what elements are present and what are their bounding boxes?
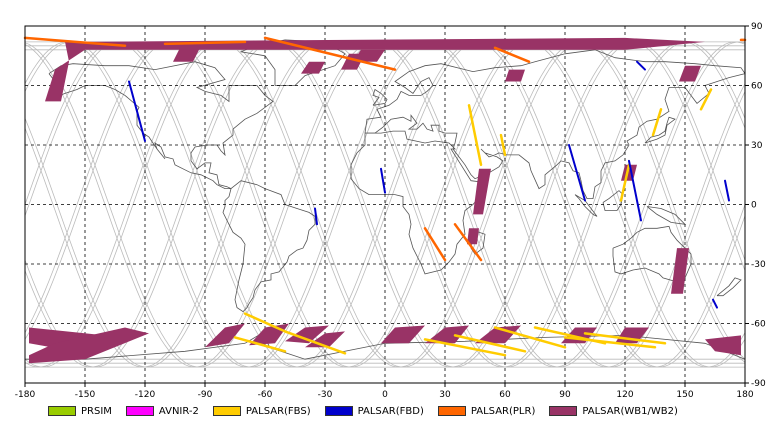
legend-item-avnir2: AVNIR-2	[125, 405, 199, 417]
fbs-strip	[619, 163, 631, 202]
legend-swatch-palsar-plr	[437, 406, 466, 416]
coastline	[222, 180, 316, 313]
legend-label-palsar-fbs: PALSAR(FBS)	[245, 405, 311, 417]
legend-swatch-palsar-wb	[549, 406, 578, 416]
x-tick-label: -90	[198, 390, 213, 400]
x-tick-label: 0	[382, 390, 388, 400]
y-tick-label: 60	[751, 82, 763, 92]
wb-swath	[705, 335, 741, 356]
wb-swath	[205, 323, 245, 348]
fbs-strip	[453, 334, 527, 353]
x-tick-label: -150	[75, 390, 96, 400]
coastline	[612, 225, 692, 283]
fbd-strip	[128, 80, 146, 142]
coastline	[716, 277, 742, 297]
legend-swatch-prsim	[48, 406, 76, 416]
plr-strip	[453, 223, 483, 262]
fbs-strip	[467, 104, 483, 167]
legend-item-palsar-plr: PALSAR(PLR)	[437, 405, 536, 417]
legend-label-prsim: PRSIM	[81, 405, 112, 417]
fbs-strip	[283, 330, 347, 355]
coastline	[350, 130, 488, 275]
legend-label-palsar-plr: PALSAR(PLR)	[470, 405, 536, 417]
fbs-strip	[699, 88, 713, 111]
legend-label-palsar-wb: PALSAR(WB1/WB2)	[582, 405, 678, 417]
wb-swath	[671, 248, 689, 294]
gridlines	[25, 26, 745, 383]
plr-strip	[23, 36, 127, 48]
fbd-strip	[314, 207, 318, 226]
y-axis-ticks: -90 -60 -30 0 30 60 90	[745, 22, 766, 389]
x-tick-label: 120	[616, 390, 633, 400]
x-tick-label: 180	[736, 390, 753, 400]
wb-swath	[679, 65, 701, 82]
legend-swatch-palsar-fbs	[212, 406, 241, 416]
coastline	[372, 88, 388, 106]
plr-strip	[423, 227, 447, 262]
fbd-strip	[568, 144, 586, 202]
fbs-strip	[499, 133, 507, 157]
x-tick-label: 90	[559, 390, 571, 400]
fbs-strip	[233, 336, 287, 353]
legend-label-palsar-fbd: PALSAR(FBD)	[357, 405, 424, 417]
legend-item-palsar-fbd: PALSAR(FBD)	[324, 405, 424, 417]
x-tick-label: -180	[15, 390, 36, 400]
x-tick-label: -120	[135, 390, 156, 400]
fbs-strip	[583, 332, 667, 345]
wb-swath	[505, 69, 525, 82]
x-axis-ticks: -180 -150 -120 -90 -60 -30 0 30 60 90 120 150 180	[15, 383, 754, 400]
wb-swath	[381, 325, 425, 344]
wb-swath	[285, 325, 329, 344]
legend-label-avnir2: AVNIR-2	[158, 405, 199, 417]
legend-swatch-palsar-fbd	[324, 406, 353, 416]
fbs-strip	[563, 336, 657, 349]
plr-strip	[493, 46, 531, 63]
legend: PRSIM AVNIR-2 PALSAR(FBS) PALSAR(FBD) PA…	[48, 402, 692, 420]
wb-swath	[173, 45, 201, 62]
fbd-strip	[628, 159, 642, 222]
y-tick-label: 30	[751, 141, 763, 151]
wb-swath	[467, 228, 479, 245]
x-tick-label: -60	[258, 390, 273, 400]
coastline	[644, 116, 676, 144]
wb-swath	[475, 325, 521, 344]
legend-swatch-avnir2	[125, 406, 154, 416]
fbs-strip	[493, 326, 567, 349]
fbd-strip	[724, 179, 730, 202]
x-tick-label: -30	[318, 390, 333, 400]
legend-item-prsim: PRSIM	[48, 406, 112, 417]
wb-swath	[29, 327, 149, 364]
plr-strip	[163, 40, 247, 46]
y-tick-label: -30	[751, 260, 766, 270]
legend-item-palsar-fbs: PALSAR(FBS)	[212, 405, 311, 417]
fbd-strip	[712, 298, 718, 309]
fbs-strip	[423, 338, 507, 357]
observation-strips	[23, 36, 747, 357]
x-tick-label: 150	[676, 390, 693, 400]
wb-swath	[301, 61, 325, 74]
y-tick-label: -60	[751, 320, 766, 330]
wb-swath	[473, 168, 491, 215]
x-tick-label: 30	[439, 390, 451, 400]
fbd-strip	[636, 60, 646, 71]
y-tick-label: 90	[751, 22, 763, 32]
coastline	[364, 49, 746, 200]
fbs-strip	[651, 108, 663, 137]
legend-item-palsar-wb: PALSAR(WB1/WB2)	[549, 406, 678, 417]
fbd-strip	[380, 167, 386, 194]
plr-strip	[263, 36, 397, 71]
fbs-strip	[243, 312, 287, 333]
wb-swath	[425, 325, 469, 344]
x-tick-label: 60	[499, 390, 511, 400]
y-tick-label: -90	[751, 379, 766, 389]
y-tick-label: 0	[751, 201, 757, 211]
